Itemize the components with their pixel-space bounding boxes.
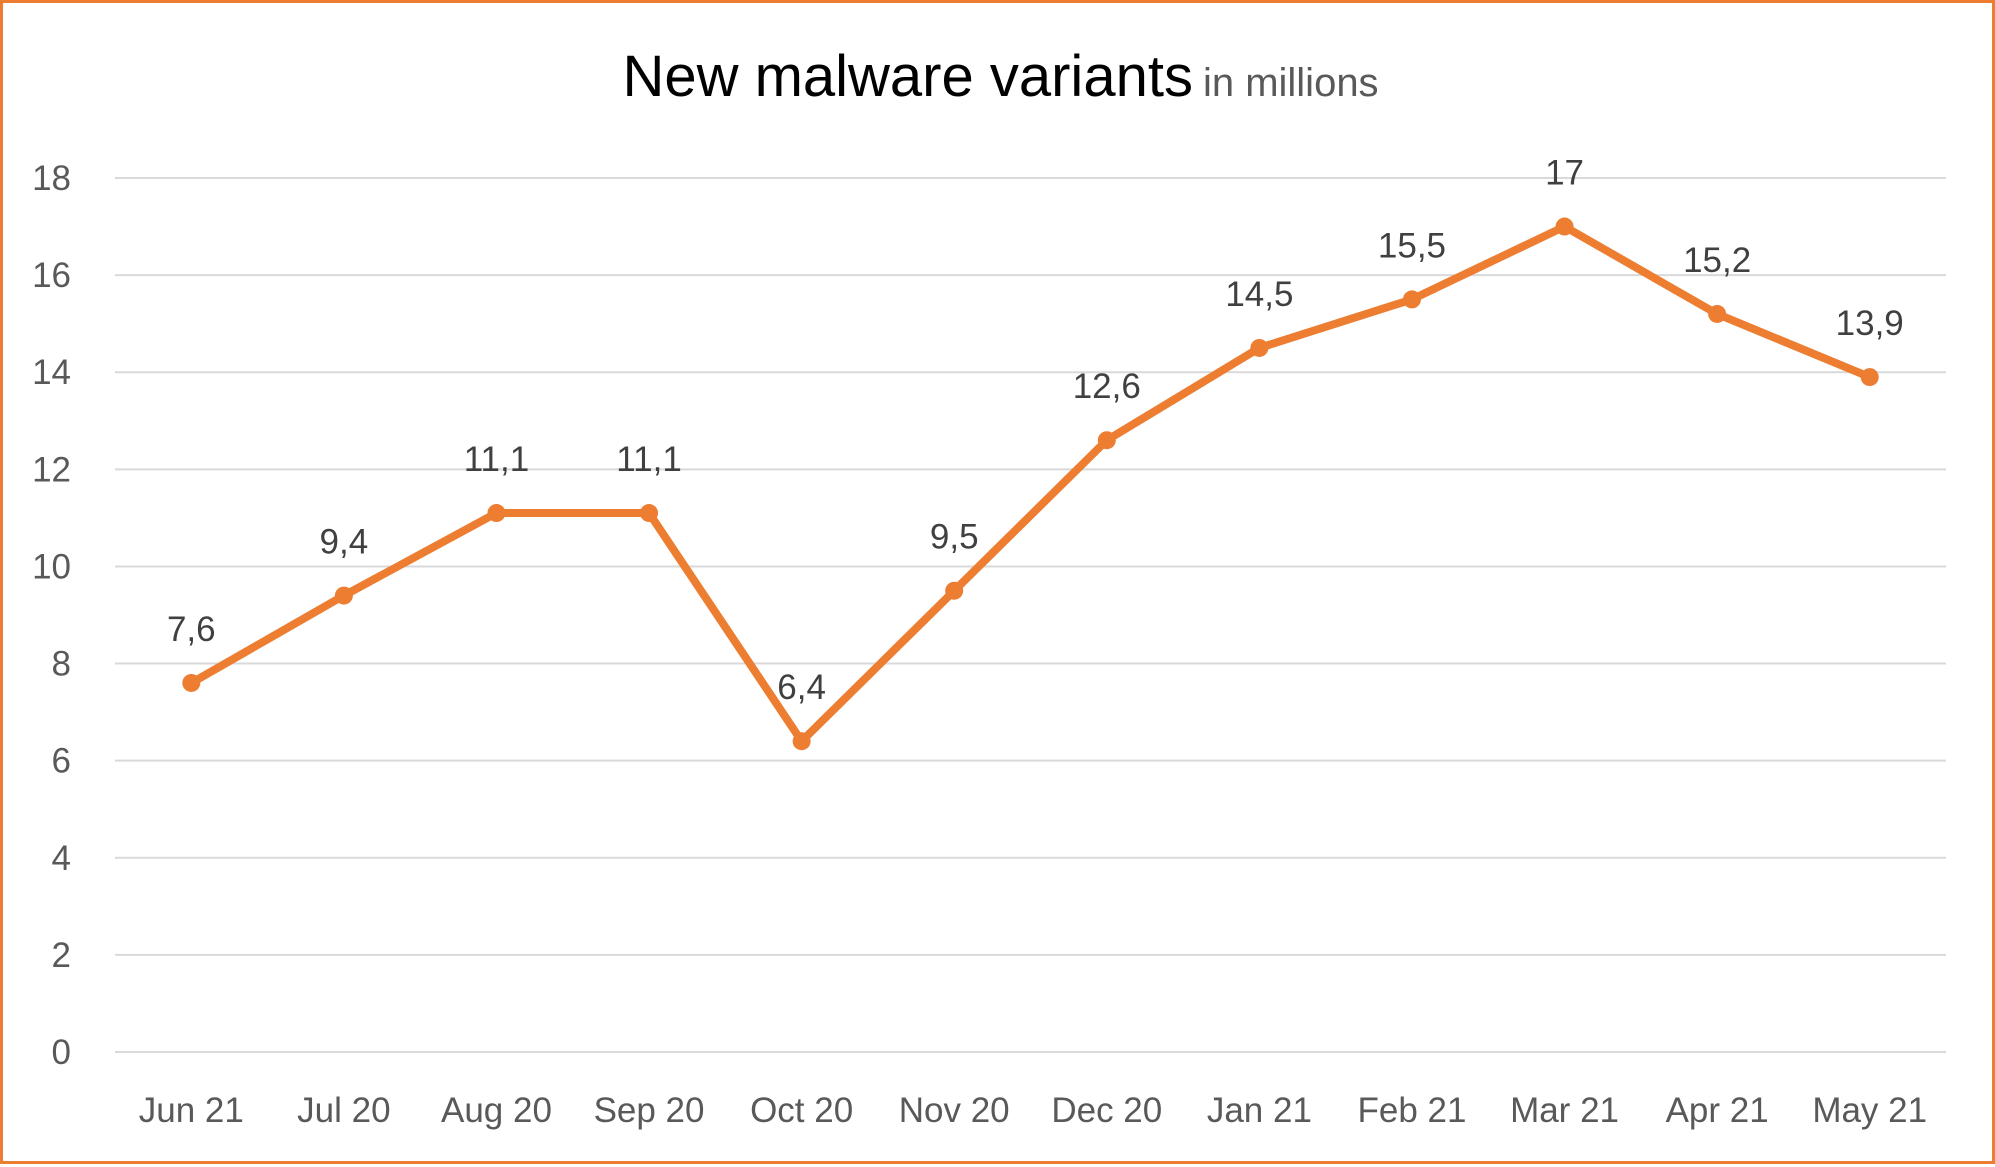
y-tick-label: 10 [32,547,71,586]
data-point [640,504,659,523]
y-tick-label: 16 [32,256,71,295]
chart-title: New malware variants [622,44,1193,109]
x-tick-label: Jan 21 [1207,1091,1312,1130]
data-label: 17 [1545,154,1584,193]
data-labels: 7,6 9,4 11,1 11,1 6,4 9,5 12,6 14,5 15,5 17 15,2 13… [167,154,1904,708]
data-label: 6,4 [777,668,826,707]
data-point [1250,338,1269,357]
x-tick-label: Feb 21 [1357,1091,1466,1130]
x-tick-label: Mar 21 [1510,1091,1619,1130]
y-tick-label: 6 [52,742,71,781]
data-label: 15,5 [1378,226,1446,265]
x-tick-label: Jul 20 [297,1091,390,1130]
data-label: 14,5 [1225,275,1293,314]
x-tick-label: Apr 21 [1666,1091,1769,1130]
data-point [1860,368,1879,387]
y-tick-label: 0 [52,1033,71,1072]
x-tick-label: Oct 20 [750,1091,853,1130]
data-label: 15,2 [1683,241,1751,280]
data-point [487,504,506,523]
data-point [1555,217,1574,236]
data-point [1402,290,1421,309]
line-chart: 0 2 4 6 8 10 12 14 16 18 Jun 21 Jul 20 Aug 20 Sep 20… [32,154,1946,1130]
data-point [945,581,964,600]
y-tick-label: 18 [32,159,71,198]
data-label: 13,9 [1836,304,1904,343]
data-point [182,673,201,692]
x-tick-label: Dec 20 [1051,1091,1162,1130]
data-point [1097,431,1116,450]
x-tick-label: Nov 20 [899,1091,1010,1130]
data-label: 7,6 [167,610,216,649]
x-tick-label: Sep 20 [594,1091,705,1130]
y-axis-ticks: 0 2 4 6 8 10 12 14 16 18 [32,159,71,1072]
y-tick-label: 8 [52,645,71,684]
x-axis-ticks: Jun 21 Jul 20 Aug 20 Sep 20 Oct 20 Nov 20 Dec … [139,1091,1927,1130]
chart-title-block: New malware variants in millions [3,43,1995,110]
y-tick-label: 2 [52,936,71,975]
data-label: 12,6 [1073,367,1141,406]
data-label: 11,1 [464,440,530,479]
y-tick-label: 4 [52,839,71,878]
x-tick-label: Jun 21 [139,1091,244,1130]
x-tick-label: Aug 20 [441,1091,552,1130]
series-group [182,217,1879,751]
y-tick-label: 12 [32,450,71,489]
chart-subtitle: in millions [1202,61,1379,105]
data-point [792,732,811,751]
data-label: 9,5 [930,518,979,557]
data-point [334,586,353,605]
data-label: 11,1 [616,440,682,479]
data-label: 9,4 [320,523,369,562]
series-line [187,222,1874,746]
gridlines [115,177,1946,1053]
data-point [1708,304,1727,323]
y-tick-label: 14 [32,353,71,392]
x-tick-label: May 21 [1812,1091,1927,1130]
